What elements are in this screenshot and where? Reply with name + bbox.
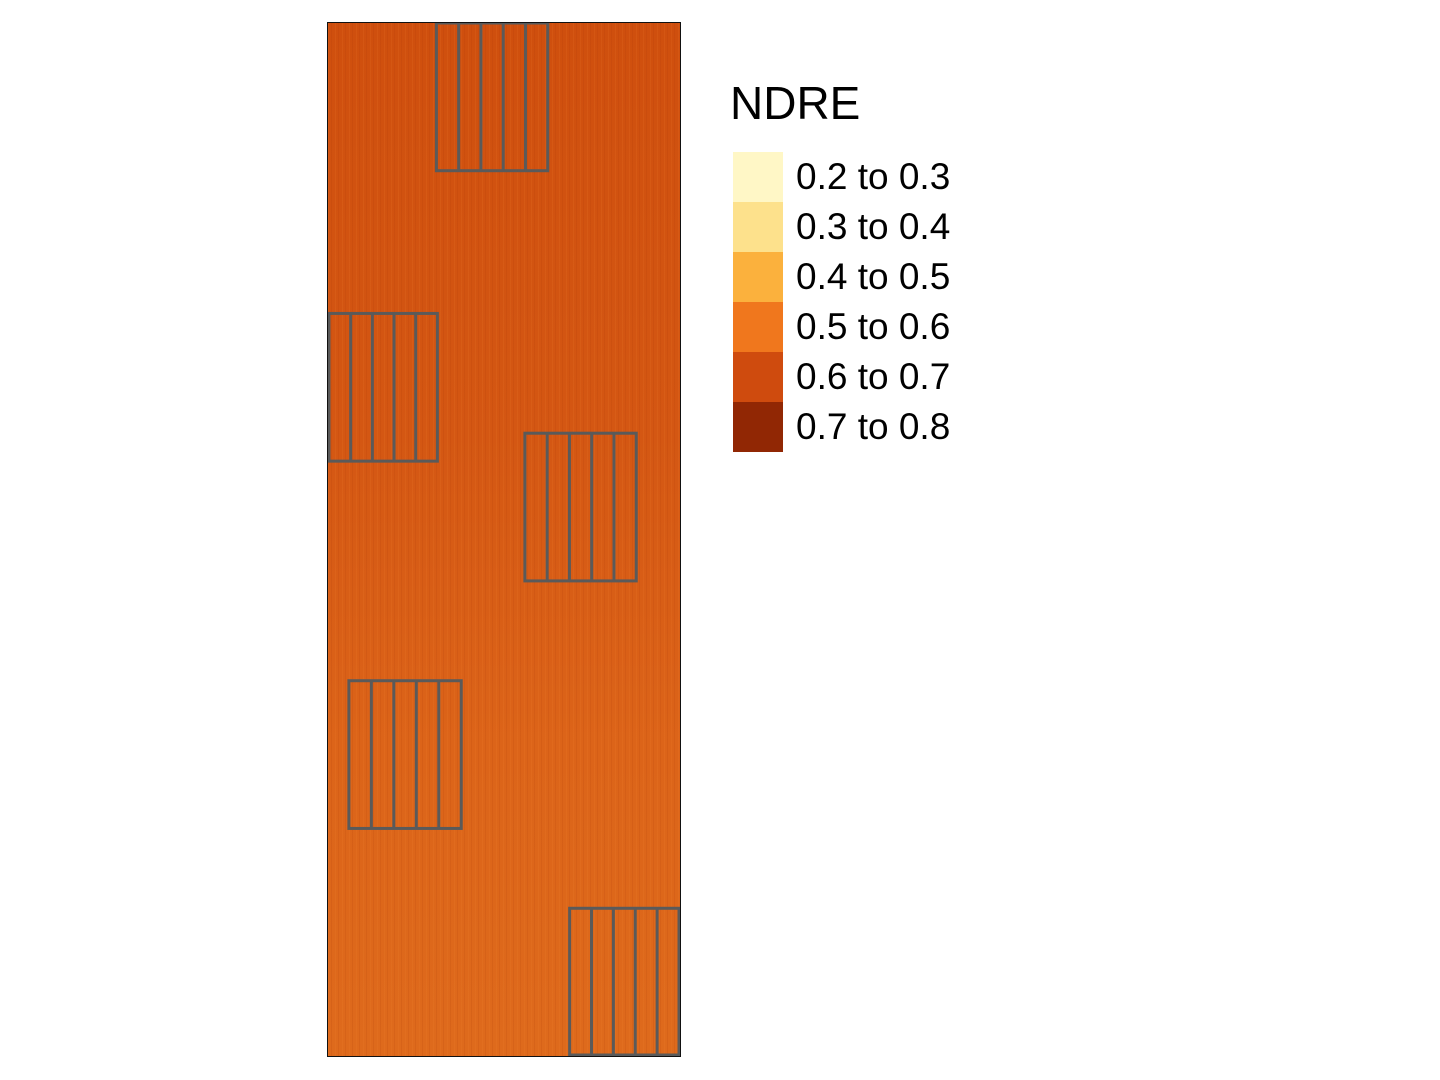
plot-block-outline (523, 431, 638, 583)
map-legend: NDRE 0.2 to 0.3 0.3 to 0.4 0.4 to 0.5 0.… (730, 76, 950, 452)
plot-block-outline (328, 311, 439, 463)
legend-label: 0.7 to 0.8 (796, 406, 951, 447)
legend-swatch (733, 302, 783, 352)
plot-block (523, 431, 638, 583)
legend-label: 0.6 to 0.7 (796, 356, 951, 397)
legend-swatch (733, 402, 783, 452)
legend-label: 0.2 to 0.3 (796, 156, 951, 197)
legend-item: 0.4 to 0.5 (730, 252, 950, 302)
plot-block (347, 679, 463, 830)
legend-item: 0.3 to 0.4 (730, 202, 950, 252)
ndre-raster-map (327, 22, 681, 1057)
legend-classes: 0.2 to 0.3 0.3 to 0.4 0.4 to 0.5 0.5 to … (730, 152, 950, 452)
legend-label: 0.5 to 0.6 (796, 306, 951, 347)
legend-swatch (733, 152, 783, 202)
legend-item: 0.2 to 0.3 (730, 152, 950, 202)
plot-block-outline (347, 679, 463, 830)
legend-label: 0.4 to 0.5 (796, 256, 951, 297)
plot-block-outline (568, 906, 680, 1056)
plot-block-outline (434, 23, 550, 173)
plot-block (328, 311, 439, 463)
plot-block (568, 906, 680, 1056)
plot-grid-overlay (328, 23, 680, 1056)
legend-item: 0.7 to 0.8 (730, 402, 950, 452)
legend-item: 0.6 to 0.7 (730, 352, 950, 402)
legend-swatch (733, 252, 783, 302)
legend-item: 0.5 to 0.6 (730, 302, 950, 352)
legend-swatch (733, 352, 783, 402)
legend-title: NDRE (730, 77, 861, 129)
legend-swatch (733, 202, 783, 252)
legend-label: 0.3 to 0.4 (796, 206, 951, 247)
plot-block (434, 23, 550, 173)
